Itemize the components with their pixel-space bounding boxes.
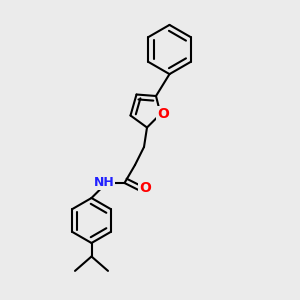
Text: O: O <box>157 107 169 121</box>
Text: O: O <box>139 181 151 195</box>
Text: NH: NH <box>94 176 115 189</box>
